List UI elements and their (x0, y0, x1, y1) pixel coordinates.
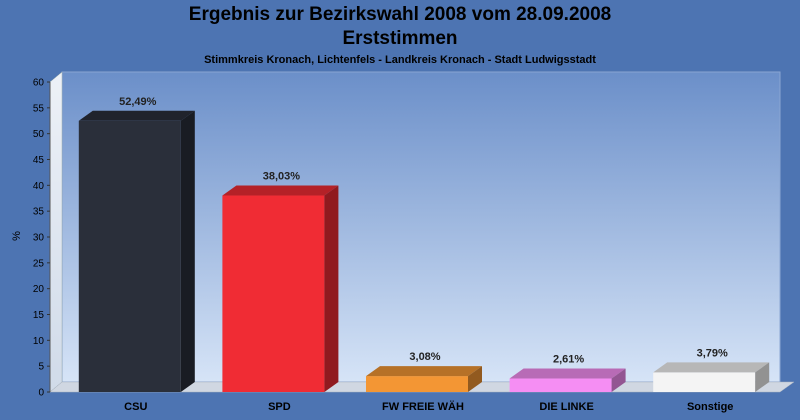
y-tick-label: 55 (33, 103, 45, 114)
x-tick-label: DIE LINKE (539, 401, 593, 413)
bar-top (509, 368, 626, 379)
y-tick-label: 0 (38, 388, 44, 399)
bar-data-label: 52,49% (119, 96, 157, 108)
y-tick-label: 40 (33, 181, 45, 192)
bar-side (755, 362, 770, 392)
bar (366, 366, 482, 392)
y-tick-label: 50 (33, 129, 45, 140)
bar-front (222, 195, 325, 392)
bar (509, 368, 626, 392)
y-axis-label: % (11, 231, 23, 241)
y-tick-label: 20 (33, 284, 45, 295)
bar-front (78, 120, 181, 392)
y-tick-label: 60 (33, 78, 45, 89)
y-tick-label: 30 (33, 233, 45, 244)
x-tick-label: Sonstige (687, 401, 733, 413)
bar-top (653, 362, 770, 373)
y-tick-label: 5 (38, 362, 44, 373)
bar-front (509, 378, 612, 392)
bar-data-label: 2,61% (553, 354, 584, 366)
x-tick-label: FW FREIE WÄH (382, 400, 464, 413)
chart-subtitle: Erststimmen (342, 28, 458, 49)
y-tick-label: 35 (33, 207, 45, 218)
y-tick-label: 10 (33, 336, 45, 347)
bar (222, 185, 339, 392)
x-tick-label: SPD (268, 401, 291, 413)
chart-subsubtitle: Stimmkreis Kronach, Lichtenfels - Landkr… (204, 54, 596, 66)
bar (653, 362, 770, 392)
bar-top (78, 110, 195, 121)
chart-title: Ergebnis zur Bezirkswahl 2008 vom 28.09.… (188, 4, 612, 25)
y-tick-label: 45 (33, 155, 45, 166)
bar-data-label: 38,03% (263, 171, 301, 183)
bar-top (222, 185, 339, 196)
bar (78, 110, 195, 392)
y-tick-label: 25 (33, 258, 45, 269)
y-tick-label: 15 (33, 310, 45, 321)
bar-data-label: 3,79% (697, 347, 728, 359)
x-tick-label: CSU (124, 401, 147, 413)
bar-side (468, 366, 482, 392)
bar-front (366, 376, 468, 392)
bar-side (324, 185, 339, 392)
bar-data-label: 3,08% (409, 351, 440, 363)
bar-side (180, 110, 195, 392)
bar-side (611, 368, 626, 392)
bar-front (653, 372, 756, 392)
plot-side-wall (49, 71, 63, 393)
bar-top (366, 366, 482, 377)
